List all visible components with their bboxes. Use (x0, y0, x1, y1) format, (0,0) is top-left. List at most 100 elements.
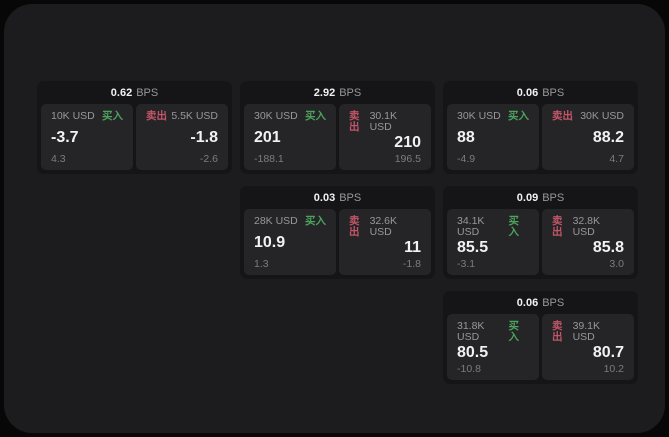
sell-side-tag: 卖出 (349, 110, 360, 133)
sell-panel[interactable]: 卖出 39.1K USD 80.7 10.2 (542, 314, 634, 380)
buy-panel-top: 30K USD 买入 (457, 111, 529, 122)
buy-change: -188.1 (254, 152, 284, 165)
sell-panel[interactable]: 卖出 32.8K USD 85.8 3.0 (542, 209, 634, 275)
buy-price: 10.9 (254, 233, 286, 251)
quotes-page: 0.62 BPS 10K USD 买入 -3.7 4.3 卖出 5.5K USD (4, 4, 665, 433)
bps-unit: BPS (339, 191, 362, 204)
buy-price: -3.7 (51, 128, 79, 146)
quote-body: 28K USD 买入 10.9 1.3 卖出 32.6K USD 11 -1.8 (240, 209, 435, 279)
quote-body: 30K USD 买入 88 -4.9 卖出 30K USD 88.2 4.7 (443, 104, 638, 174)
buy-panel[interactable]: 28K USD 买入 10.9 1.3 (244, 209, 336, 275)
buy-panel-top: 31.8K USD 买入 (457, 321, 529, 342)
bps-header: 0.62 BPS (37, 81, 232, 104)
sell-change: 10.2 (603, 362, 624, 375)
bps-value: 0.09 (516, 191, 539, 204)
buy-panel-top: 34.1K USD 买入 (457, 216, 529, 237)
buy-change: 4.3 (51, 152, 66, 165)
buy-panel[interactable]: 10K USD 买入 -3.7 4.3 (41, 104, 133, 170)
sell-panel-top: 卖出 30K USD (552, 111, 624, 122)
buy-change: -3.1 (457, 257, 476, 270)
quote-card: 0.09 BPS 34.1K USD 买入 85.5 -3.1 卖出 32.8K… (443, 186, 638, 279)
buy-amount: 31.8K USD (457, 320, 485, 343)
buy-side-tag: 买入 (508, 110, 529, 122)
sell-panel[interactable]: 卖出 5.5K USD -1.8 -2.6 (136, 104, 228, 170)
sell-panel[interactable]: 卖出 32.6K USD 11 -1.8 (339, 209, 431, 275)
buy-change: -4.9 (457, 152, 476, 165)
sell-panel-top: 卖出 39.1K USD (552, 321, 624, 342)
buy-panel-top: 28K USD 买入 (254, 216, 326, 227)
buy-price: 201 (254, 128, 281, 146)
bps-header: 0.06 BPS (443, 291, 638, 314)
bps-header: 0.06 BPS (443, 81, 638, 104)
sell-amount: 32.6K USD (369, 215, 398, 238)
quote-card: 0.03 BPS 28K USD 买入 10.9 1.3 卖出 32.6K US… (240, 186, 435, 279)
buy-amount: 30K USD (254, 110, 298, 122)
buy-panel[interactable]: 31.8K USD 买入 80.5 -10.8 (447, 314, 539, 380)
buy-side-tag: 买入 (305, 110, 326, 122)
quote-body: 34.1K USD 买入 85.5 -3.1 卖出 32.8K USD 85.8… (443, 209, 638, 279)
quote-body: 10K USD 买入 -3.7 4.3 卖出 5.5K USD -1.8 -2.… (37, 104, 232, 174)
bps-value: 0.62 (110, 86, 133, 99)
buy-price: 80.5 (457, 343, 489, 361)
sell-amount: 5.5K USD (171, 110, 218, 122)
sell-price: 85.8 (592, 238, 624, 256)
sell-change: 4.7 (609, 152, 624, 165)
sell-panel-top: 卖出 30.1K USD (349, 111, 421, 132)
bps-header: 2.92 BPS (240, 81, 435, 104)
buy-side-tag: 买入 (102, 110, 123, 122)
buy-amount: 10K USD (51, 110, 95, 122)
bps-unit: BPS (542, 191, 565, 204)
sell-side-tag: 卖出 (552, 110, 573, 122)
sell-side-tag: 卖出 (146, 110, 167, 122)
buy-panel[interactable]: 30K USD 买入 201 -188.1 (244, 104, 336, 170)
sell-panel[interactable]: 卖出 30.1K USD 210 196.5 (339, 104, 431, 170)
sell-change: 3.0 (609, 257, 624, 270)
sell-change: -1.8 (402, 257, 421, 270)
quote-card: 0.06 BPS 31.8K USD 买入 80.5 -10.8 卖出 39.1… (443, 291, 638, 384)
quote-card: 2.92 BPS 30K USD 买入 201 -188.1 卖出 30.1K … (240, 81, 435, 174)
sell-amount: 30K USD (580, 110, 624, 122)
bps-unit: BPS (542, 86, 565, 99)
bps-unit: BPS (136, 86, 159, 99)
buy-change: -10.8 (457, 362, 481, 375)
sell-amount: 39.1K USD (572, 320, 601, 343)
quote-grid: 0.62 BPS 10K USD 买入 -3.7 4.3 卖出 5.5K USD (37, 81, 638, 384)
buy-panel-top: 10K USD 买入 (51, 111, 123, 122)
quote-body: 30K USD 买入 201 -188.1 卖出 30.1K USD 210 1… (240, 104, 435, 174)
sell-price: 11 (404, 238, 421, 256)
bps-value: 0.03 (313, 191, 336, 204)
buy-amount: 34.1K USD (457, 215, 485, 238)
sell-panel[interactable]: 卖出 30K USD 88.2 4.7 (542, 104, 634, 170)
sell-price: 210 (394, 133, 421, 151)
sell-amount: 30.1K USD (369, 110, 398, 133)
buy-panel[interactable]: 30K USD 买入 88 -4.9 (447, 104, 539, 170)
buy-panel[interactable]: 34.1K USD 买入 85.5 -3.1 (447, 209, 539, 275)
buy-panel-top: 30K USD 买入 (254, 111, 326, 122)
bps-value: 2.92 (313, 86, 336, 99)
sell-panel-top: 卖出 32.6K USD (349, 216, 421, 237)
sell-price: 80.7 (592, 343, 624, 361)
sell-panel-top: 卖出 32.8K USD (552, 216, 624, 237)
sell-panel-top: 卖出 5.5K USD (146, 111, 218, 122)
sell-price: -1.8 (190, 128, 218, 146)
buy-side-tag: 买入 (508, 215, 519, 238)
sell-side-tag: 卖出 (552, 320, 563, 343)
buy-side-tag: 买入 (508, 320, 519, 343)
bps-unit: BPS (542, 296, 565, 309)
bps-header: 0.09 BPS (443, 186, 638, 209)
bps-unit: BPS (339, 86, 362, 99)
buy-change: 1.3 (254, 257, 269, 270)
buy-price: 88 (457, 128, 475, 146)
buy-side-tag: 买入 (305, 215, 326, 227)
sell-amount: 32.8K USD (572, 215, 601, 238)
buy-price: 85.5 (457, 238, 489, 256)
quote-body: 31.8K USD 买入 80.5 -10.8 卖出 39.1K USD 80.… (443, 314, 638, 384)
sell-change: -2.6 (199, 152, 218, 165)
buy-amount: 30K USD (457, 110, 501, 122)
buy-amount: 28K USD (254, 215, 298, 227)
sell-price: 88.2 (592, 128, 624, 146)
sell-side-tag: 卖出 (349, 215, 360, 238)
bps-header: 0.03 BPS (240, 186, 435, 209)
sell-side-tag: 卖出 (552, 215, 563, 238)
sell-change: 196.5 (394, 152, 421, 165)
